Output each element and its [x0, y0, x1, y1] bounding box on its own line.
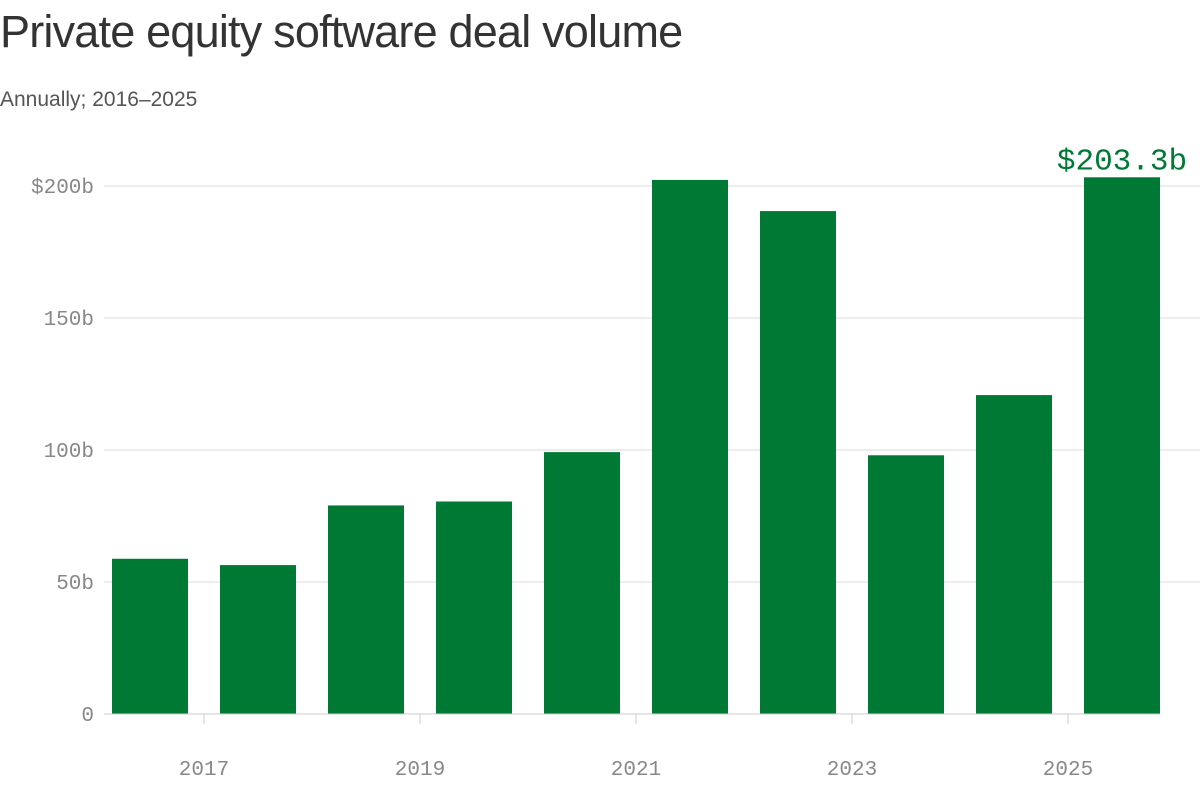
bar-2022 — [760, 211, 836, 714]
bars — [112, 177, 1160, 715]
bar-2021 — [652, 179, 728, 715]
bar-2018 — [328, 505, 404, 714]
labels: 0 50b 100b 150b $200b 2017 2019 2021 2023 2025 $20… — [31, 144, 1187, 782]
x-tick-label: 2025 — [1043, 759, 1093, 782]
y-tick-label: 150b — [44, 309, 94, 332]
y-tick-label: $200b — [31, 177, 94, 200]
chart-title: Private equity software deal volume — [0, 6, 683, 57]
bar-2019 — [436, 501, 512, 714]
x-tick-label: 2021 — [611, 759, 661, 782]
x-tick-label: 2023 — [827, 759, 877, 782]
bar-2020 — [544, 452, 620, 714]
chart-subtitle: Annually; 2016–2025 — [0, 88, 198, 111]
bar-2023 — [868, 455, 944, 714]
x-tick-label: 2017 — [179, 759, 229, 782]
y-tick-label: 50b — [56, 573, 94, 596]
bar-2016 — [112, 558, 188, 714]
y-tick-label: 100b — [44, 441, 94, 464]
y-tick-label: 0 — [81, 705, 94, 728]
bar-2024 — [976, 395, 1052, 714]
bar-2017 — [220, 565, 296, 714]
axes — [104, 713, 1160, 724]
highlight-value-label: $203.3b — [1057, 144, 1187, 179]
bar-2025 — [1084, 177, 1160, 715]
x-tick-label: 2019 — [395, 759, 445, 782]
